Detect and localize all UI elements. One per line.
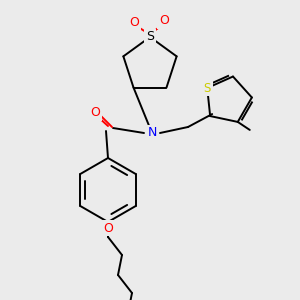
Text: O: O	[159, 14, 169, 28]
Text: O: O	[103, 221, 113, 235]
Text: O: O	[90, 106, 100, 119]
Text: N: N	[147, 127, 157, 140]
Text: S: S	[203, 82, 211, 94]
Text: S: S	[146, 31, 154, 44]
Text: O: O	[129, 16, 139, 29]
